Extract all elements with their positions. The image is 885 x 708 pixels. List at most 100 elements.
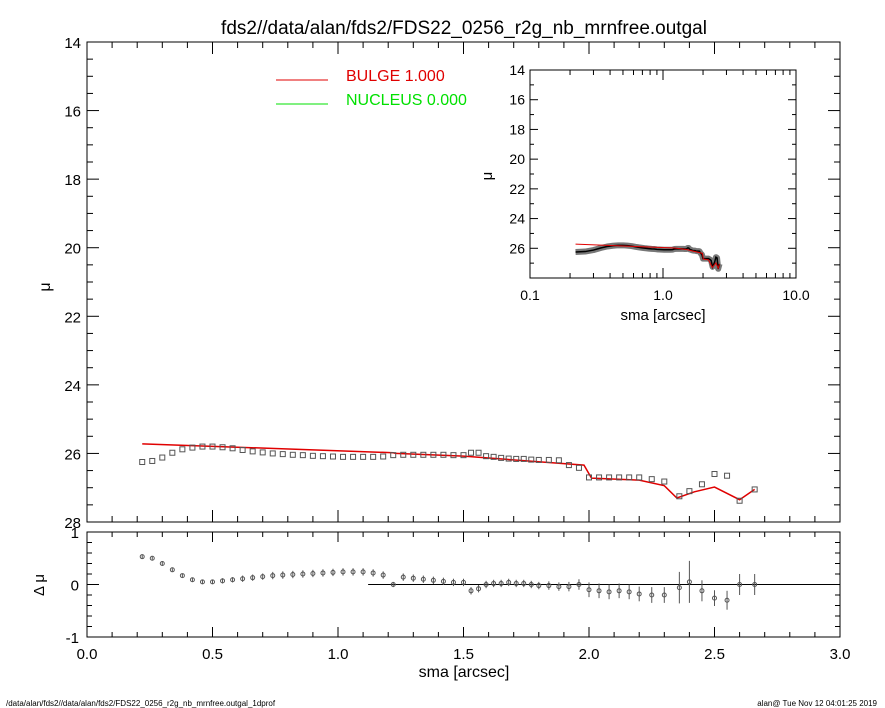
residual-point	[506, 579, 512, 585]
data-point	[340, 453, 347, 460]
data-point	[370, 453, 377, 460]
data-point	[430, 451, 437, 458]
data-point	[299, 452, 306, 459]
residual-point	[370, 570, 376, 576]
residual-point	[250, 575, 256, 581]
chart-title: fds2//data/alan/fds2/FDS22_0256_r2g_nb_m…	[221, 18, 707, 39]
main-ytick-label: 26	[64, 446, 81, 463]
data-point	[483, 453, 490, 460]
data-point	[596, 474, 603, 481]
residual-point	[576, 582, 582, 587]
xtick-label: 0.0	[77, 646, 98, 663]
residual-point	[159, 561, 165, 566]
data-point	[498, 454, 505, 461]
main-plot-series	[139, 443, 758, 504]
bulge-model-line	[142, 443, 756, 501]
residual-point	[483, 582, 489, 587]
residual-point	[139, 554, 145, 560]
data-point	[259, 449, 266, 456]
residual-point	[513, 580, 519, 586]
residual-point	[420, 576, 426, 582]
residual-plot-series	[139, 554, 840, 610]
residual-point	[476, 586, 482, 592]
residual-point	[430, 577, 436, 583]
residual-point	[528, 582, 534, 587]
main-ytick-label: 20	[64, 241, 81, 258]
inset-xlabel: sma [arcsec]	[620, 307, 705, 324]
residual-point	[498, 580, 504, 586]
residual-point	[390, 582, 396, 587]
data-point	[179, 446, 186, 453]
res-ytick-label: -1	[66, 630, 79, 647]
residual-point	[566, 584, 572, 590]
footer-left: /data/alan/fds2//data/alan/fds2/FDS22_02…	[6, 699, 276, 708]
data-point	[199, 443, 206, 450]
data-point	[229, 445, 236, 452]
data-point	[555, 457, 562, 464]
main-axis-ticks: 14 16 18 20 22 24 26 28 0.0 0.5 1.0 1.5 2.0 2.5 3.0	[64, 35, 850, 663]
data-point	[319, 453, 326, 460]
data-point	[159, 454, 166, 461]
data-point	[209, 443, 216, 450]
main-xlabel: sma [arcsec]	[419, 664, 510, 681]
residual-point	[596, 588, 602, 594]
residual-point	[290, 572, 296, 578]
residual-point	[616, 588, 622, 594]
main-ytick-label: 16	[64, 104, 81, 121]
data-point	[440, 451, 447, 458]
main-ylabel: μ	[37, 282, 54, 291]
residual-point	[724, 597, 730, 603]
res-ytick-label: 0	[71, 578, 79, 595]
inset-ytick-label: 20	[509, 151, 525, 167]
residual-point	[169, 567, 175, 573]
data-point	[189, 444, 196, 451]
data-point	[468, 449, 475, 456]
legend-nucleus-label: NUCLEUS 0.000	[346, 92, 467, 109]
data-point	[513, 455, 520, 462]
data-point	[289, 451, 296, 458]
data-point	[219, 444, 226, 451]
residual-ylabel: Δ μ	[31, 574, 48, 596]
footer-right: alan@ Tue Nov 12 04:01:25 2019	[757, 699, 877, 708]
data-point	[636, 474, 643, 481]
residual-point	[280, 572, 286, 578]
data-point	[400, 451, 407, 458]
xtick-label: 0.5	[202, 646, 223, 663]
xtick-label: 1.0	[328, 646, 349, 663]
residual-point	[468, 588, 474, 594]
main-ytick-label: 28	[64, 515, 81, 532]
data-point	[475, 449, 482, 456]
data-point	[249, 448, 256, 455]
inset-ylabel: μ	[479, 172, 496, 181]
residual-point	[712, 595, 717, 601]
data-point	[390, 452, 397, 459]
residual-point	[546, 583, 552, 589]
residual-point	[330, 569, 336, 575]
data-point	[309, 452, 316, 459]
data-point	[676, 493, 683, 500]
residual-point	[199, 579, 205, 585]
residual-point	[556, 584, 562, 590]
data-point	[698, 481, 705, 488]
data-point	[360, 453, 367, 460]
main-ytick-label: 14	[64, 35, 81, 52]
inset-ytick-label: 24	[509, 211, 525, 227]
data-point	[711, 471, 718, 477]
residual-point	[400, 574, 406, 580]
residual-point	[380, 572, 386, 578]
data-point	[661, 478, 668, 485]
residual-point	[636, 591, 642, 597]
data-point	[279, 451, 286, 458]
residual-point	[230, 577, 236, 583]
data-point	[648, 476, 655, 483]
residual-point	[686, 579, 692, 585]
residual-point	[270, 573, 276, 579]
residual-point	[661, 592, 667, 598]
data-point	[269, 450, 276, 457]
residual-point	[536, 583, 542, 589]
residual-point	[450, 579, 456, 585]
residual-point	[586, 587, 592, 593]
residual-point	[440, 578, 446, 584]
data-point	[505, 455, 512, 462]
